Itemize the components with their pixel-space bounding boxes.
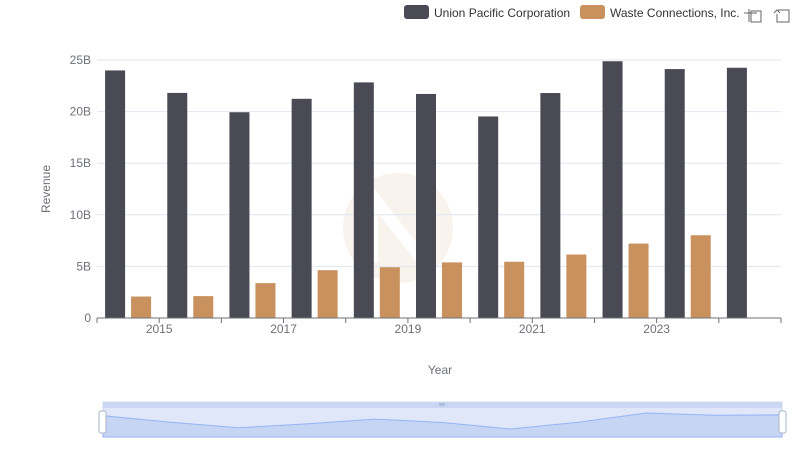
bar-waste-connections-2021[interactable] bbox=[566, 254, 587, 318]
bar-union-pacific-2023[interactable] bbox=[664, 69, 685, 318]
x-tick-label: 2019 bbox=[395, 322, 422, 336]
legend-label-union-pacific: Union Pacific Corporation bbox=[434, 6, 570, 20]
bar-waste-connections-2017[interactable] bbox=[317, 270, 338, 318]
zoom-reset-icon[interactable] bbox=[773, 9, 790, 23]
bar-union-pacific-2016[interactable] bbox=[229, 112, 250, 318]
bars bbox=[105, 61, 747, 319]
legend-label-waste-connections: Waste Connections, Inc. bbox=[610, 6, 740, 20]
y-axis-tick-labels: 0 5B 10B 15B 20B 25B bbox=[70, 53, 92, 325]
bar-union-pacific-2021[interactable] bbox=[540, 93, 561, 318]
legend: Union Pacific Corporation Waste Connecti… bbox=[404, 5, 740, 20]
x-axis-title: Year bbox=[428, 363, 452, 377]
y-tick-label: 0 bbox=[84, 311, 91, 325]
bar-waste-connections-2019[interactable] bbox=[442, 262, 462, 318]
bar-union-pacific-2019[interactable] bbox=[416, 93, 436, 319]
bar-union-pacific-2015[interactable] bbox=[167, 92, 188, 318]
bar-waste-connections-2023[interactable] bbox=[690, 235, 711, 318]
x-tick-label: 2023 bbox=[643, 322, 670, 336]
bar-waste-connections-2015[interactable] bbox=[193, 296, 214, 318]
x-tick-label: 2021 bbox=[519, 322, 546, 336]
bar-union-pacific-2017[interactable] bbox=[291, 98, 312, 319]
bar-union-pacific-2014[interactable] bbox=[105, 70, 126, 318]
zoom-overview-area bbox=[102, 412, 783, 438]
legend-swatch-union-pacific bbox=[404, 5, 429, 19]
bar-union-pacific-2024[interactable] bbox=[726, 67, 747, 319]
legend-item-waste-connections[interactable]: Waste Connections, Inc. bbox=[580, 5, 740, 20]
zoom-select-icon[interactable] bbox=[744, 9, 762, 23]
bar-waste-connections-2022[interactable] bbox=[628, 243, 649, 318]
y-tick-label: 5B bbox=[76, 259, 91, 273]
bar-waste-connections-2014[interactable] bbox=[131, 296, 152, 318]
legend-item-union-pacific[interactable]: Union Pacific Corporation bbox=[404, 5, 570, 20]
legend-swatch-waste-connections bbox=[580, 5, 605, 19]
zoom-handle-left[interactable] bbox=[98, 410, 107, 434]
y-tick-label: 25B bbox=[70, 53, 91, 67]
bar-union-pacific-2020[interactable] bbox=[478, 116, 499, 318]
y-tick-label: 15B bbox=[70, 156, 91, 170]
y-tick-label: 20B bbox=[70, 105, 91, 119]
zoom-top-bar-grip bbox=[439, 403, 445, 406]
y-axis-title: Revenue bbox=[39, 165, 53, 213]
bar-union-pacific-2018[interactable] bbox=[353, 82, 374, 318]
data-zoom-slider[interactable] bbox=[98, 401, 787, 438]
x-axis-ticks: 2015 2017 2019 2021 2023 bbox=[96, 318, 782, 336]
x-tick-label: 2015 bbox=[146, 322, 173, 336]
bar-waste-connections-2018[interactable] bbox=[379, 267, 400, 318]
x-tick-label: 2017 bbox=[270, 322, 297, 336]
zoom-handle-right[interactable] bbox=[778, 410, 787, 434]
bar-union-pacific-2022[interactable] bbox=[602, 61, 623, 318]
bar-waste-connections-2020[interactable] bbox=[504, 261, 525, 318]
bar-waste-connections-2016[interactable] bbox=[255, 283, 276, 318]
y-tick-label: 10B bbox=[70, 208, 91, 222]
